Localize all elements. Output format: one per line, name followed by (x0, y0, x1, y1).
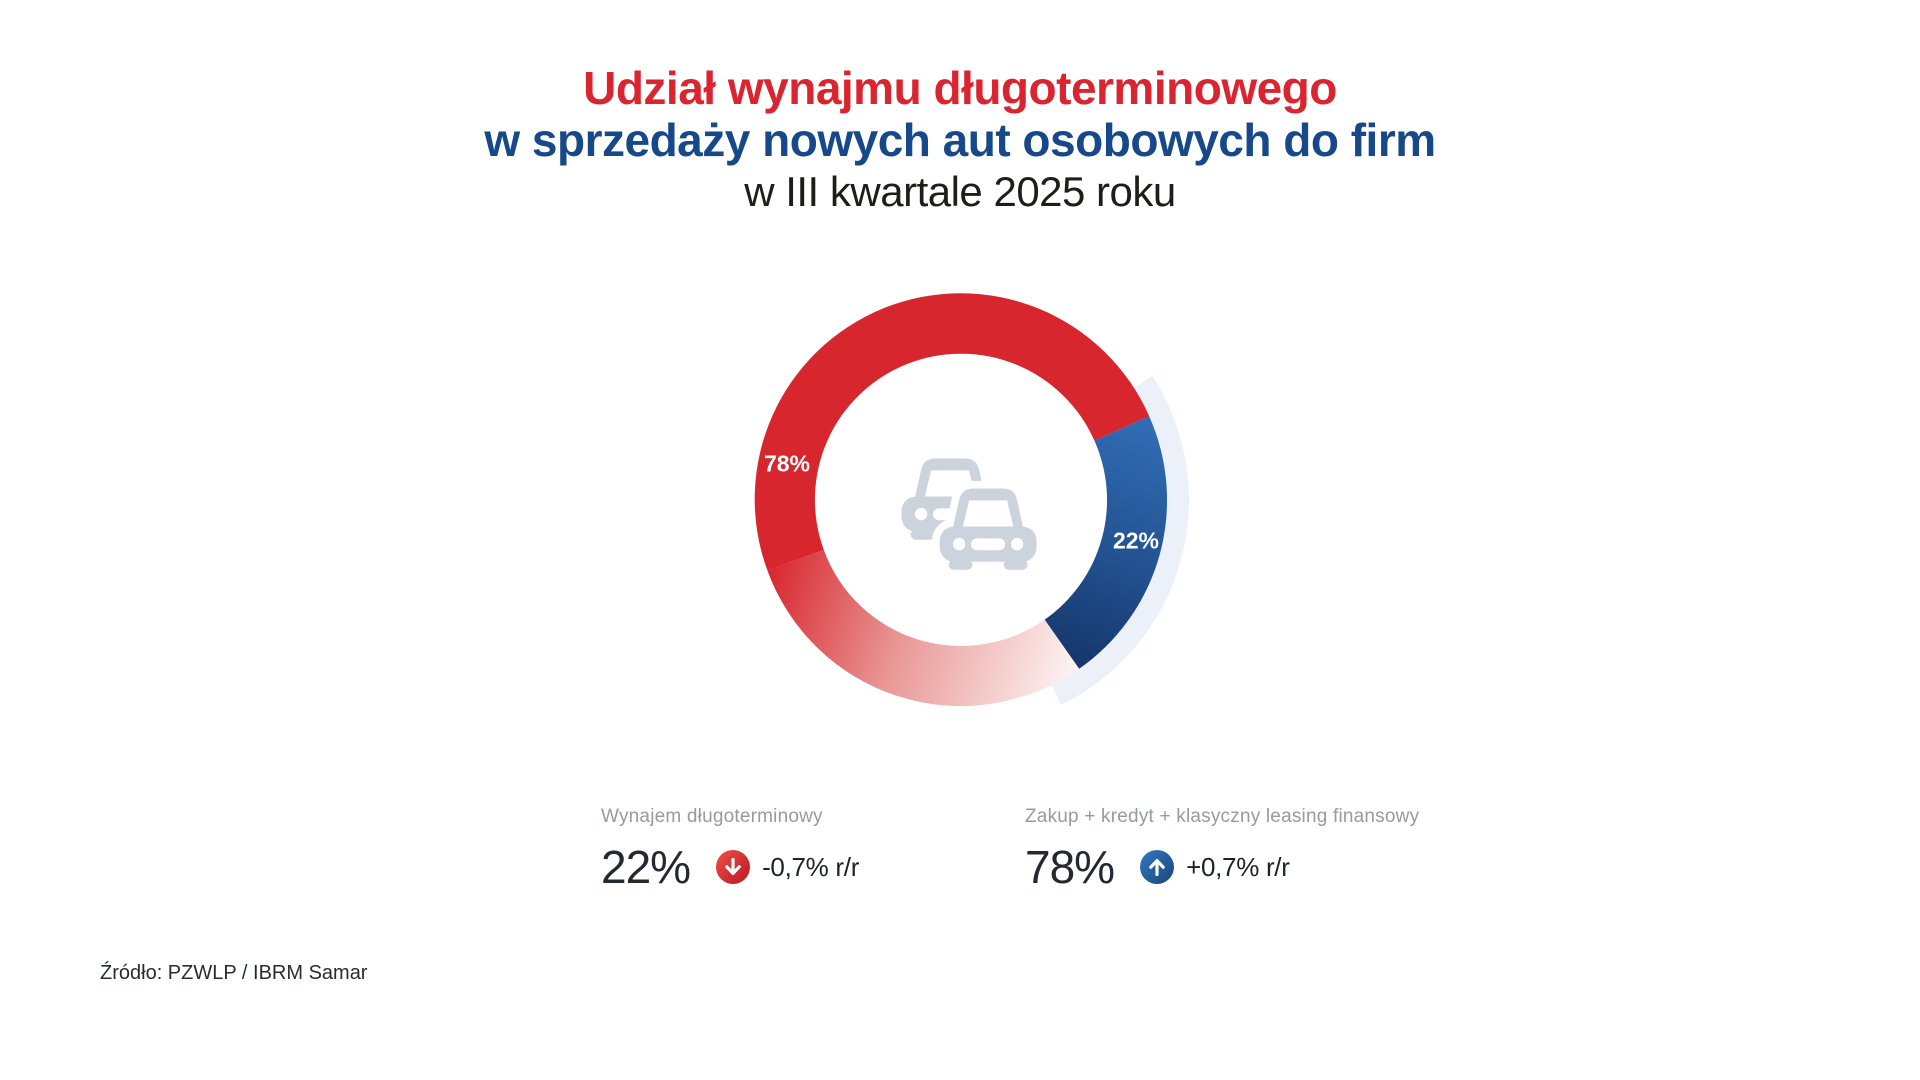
arrow-up-circle-icon (1140, 850, 1175, 884)
legend-item-wynajem: Wynajem długoterminowy 22% -0,7% r/r (601, 806, 859, 894)
chart-title-line2: w sprzedaży nowych aut osobowych do firm (484, 114, 1436, 166)
blue-slice (1044, 416, 1168, 669)
legend-item-zakup: Zakup + kredyt + klasyczny leasing finan… (1025, 806, 1419, 894)
red-slice-fade (767, 549, 1080, 707)
legend-value: 78% (1025, 841, 1115, 893)
chart-title: Udział wynajmu długoterminowego w sprzed… (0, 62, 1920, 218)
source-note: Źródło: PZWLP / IBRM Samar (100, 962, 368, 984)
legend-row: 22% -0,7% r/r (601, 840, 859, 894)
red-slice-label: 78% (763, 450, 811, 477)
legend-row: 78% +0,7% r/r (1025, 840, 1419, 894)
chart-title-line1: Udział wynajmu długoterminowego (583, 62, 1337, 114)
donut-chart: 78% 22% (731, 270, 1191, 730)
legend-label: Wynajem długoterminowy (601, 806, 823, 827)
red-slice-solid (754, 293, 1150, 571)
legend-change: +0,7% r/r (1186, 851, 1290, 882)
legend-change: -0,7% r/r (762, 851, 860, 882)
legend-value: 22% (601, 841, 691, 893)
chart-title-line3: w III kwartale 2025 roku (744, 168, 1176, 215)
legend-label: Zakup + kredyt + klasyczny leasing finan… (1025, 806, 1420, 827)
blue-slice-label: 22% (1112, 527, 1160, 554)
donut-chart-svg (754, 293, 1189, 707)
cars-icon (901, 458, 1045, 578)
arrow-down-circle-icon (716, 850, 751, 884)
